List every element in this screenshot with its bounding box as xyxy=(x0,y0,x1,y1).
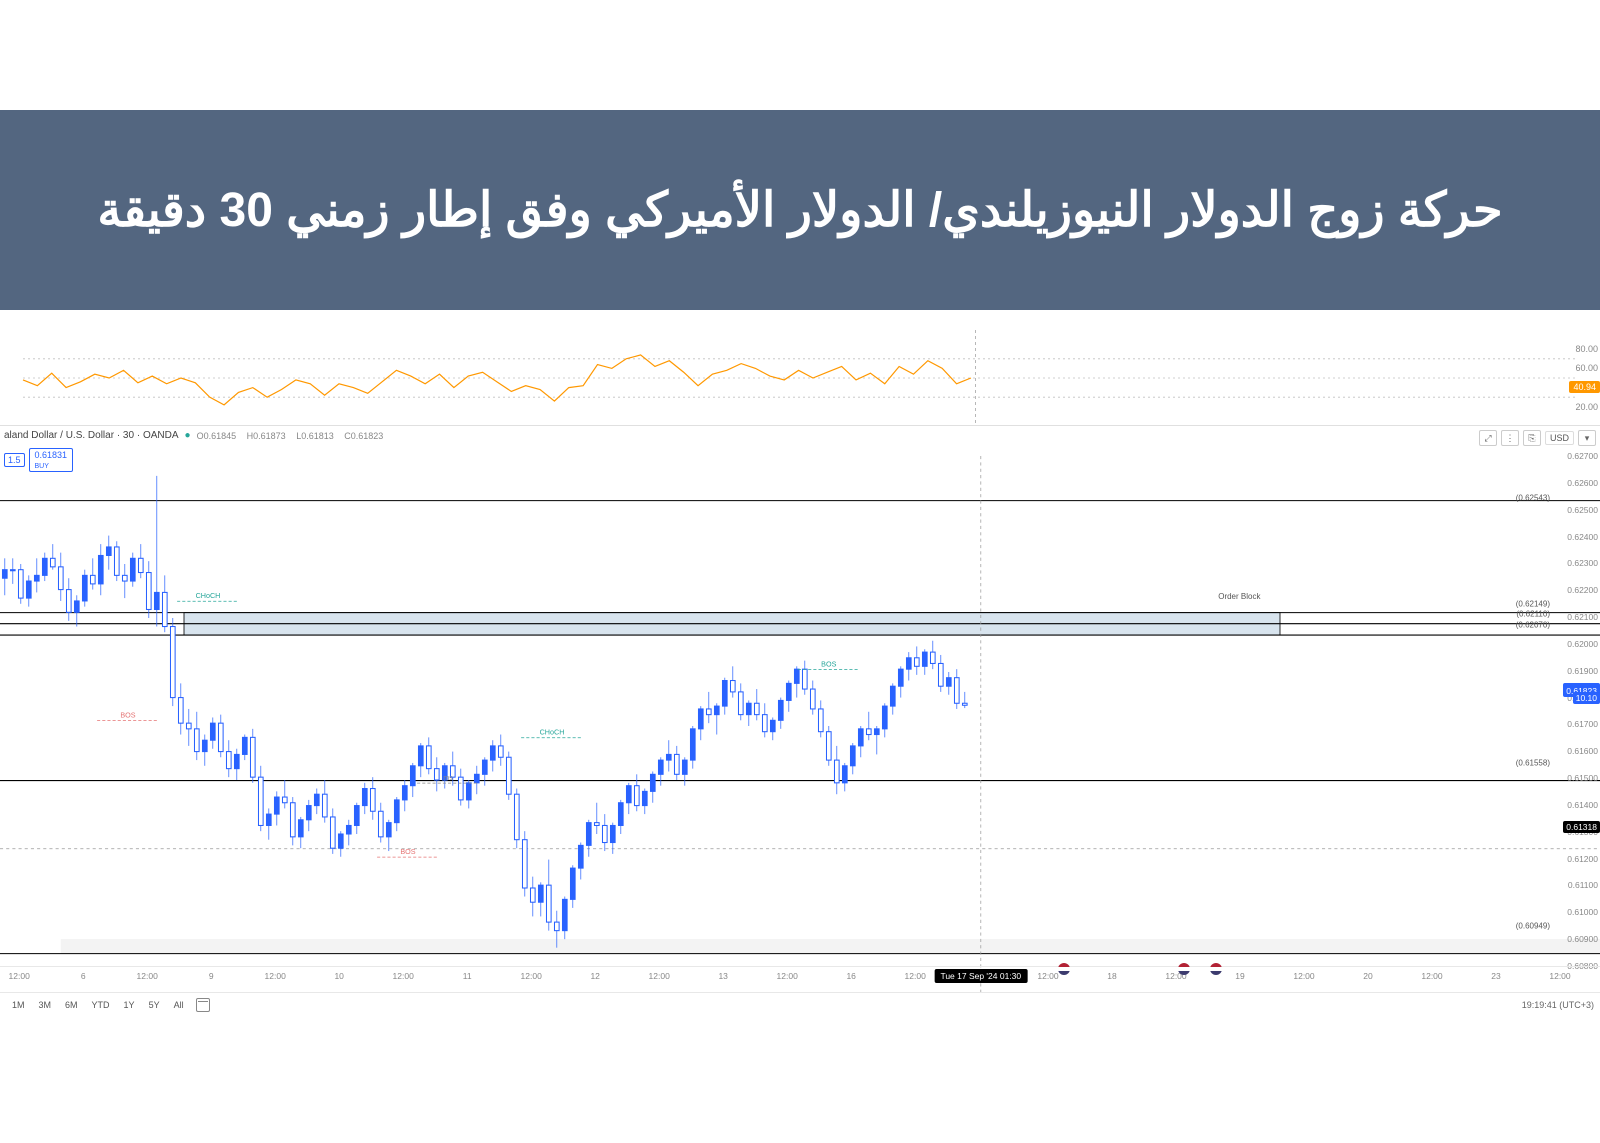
y-tick: 0.61100 xyxy=(1568,880,1598,890)
x-tick: 6 xyxy=(81,971,86,981)
rsi-tick: 80.00 xyxy=(1575,344,1598,354)
y-tick: 0.61400 xyxy=(1567,800,1598,810)
order-block-label: Order Block xyxy=(1218,592,1260,601)
svg-text:CHoCH: CHoCH xyxy=(540,727,565,736)
x-tick: 20 xyxy=(1363,971,1372,981)
svg-text:BOS: BOS xyxy=(400,847,415,856)
y-tick: 0.61700 xyxy=(1567,719,1598,729)
settings-icon[interactable]: ⋮ xyxy=(1501,430,1519,446)
price-chart: BOS CHoCH BOS CHoCH ms BOS xyxy=(0,456,1600,996)
rsi-chart xyxy=(0,330,1600,426)
hline-label: (0.61558) xyxy=(1516,758,1550,767)
title-banner: حركة زوج الدولار النيوزيلندي/ الدولار ال… xyxy=(0,110,1600,310)
x-tick: 12:00 xyxy=(265,971,286,981)
event-flag-icon[interactable] xyxy=(1058,963,1070,975)
x-tick: 12:00 xyxy=(9,971,30,981)
price-badge: 10.10 xyxy=(1573,692,1600,704)
x-tick: 12:00 xyxy=(905,971,926,981)
currency-selector[interactable]: USD xyxy=(1545,431,1574,445)
x-tick: 12:00 xyxy=(1037,971,1058,981)
x-tick: 11 xyxy=(463,971,472,981)
event-flag-icon[interactable] xyxy=(1210,963,1222,975)
chevron-down-icon[interactable]: ▾ xyxy=(1578,430,1596,446)
x-tick: 12:00 xyxy=(393,971,414,981)
event-flag-icon[interactable] xyxy=(1178,963,1190,975)
x-tick: 12 xyxy=(590,971,599,981)
symbol-status-dot: ● xyxy=(185,430,191,441)
y-tick: 0.62200 xyxy=(1567,585,1598,595)
y-tick: 0.62700 xyxy=(1567,451,1598,461)
clock: 19:19:41 (UTC+3) xyxy=(1522,1000,1594,1010)
svg-text:BOS: BOS xyxy=(821,659,836,668)
y-axis: 0.608000.609000.610000.611000.612000.613… xyxy=(1554,456,1600,966)
ohlc-readout: O0.61845 H0.61873 L0.61813 C0.61823 xyxy=(197,431,392,441)
x-tick: 12:00 xyxy=(649,971,670,981)
rsi-panel[interactable]: 20.0040.0060.0080.0040.94 xyxy=(0,330,1600,426)
y-tick: 0.61600 xyxy=(1567,746,1598,756)
hline-label: (0.60949) xyxy=(1516,922,1550,931)
calendar-icon[interactable] xyxy=(196,998,210,1012)
timeframe-5y[interactable]: 5Y xyxy=(143,998,166,1012)
hline-label: (0.62110) xyxy=(1516,610,1550,619)
y-tick: 0.60900 xyxy=(1567,934,1598,944)
rsi-tick: 60.00 xyxy=(1575,363,1598,373)
x-tick: 12:00 xyxy=(521,971,542,981)
x-tick: 12:00 xyxy=(1549,971,1570,981)
y-tick: 0.62300 xyxy=(1567,558,1598,568)
chart-area: 20.0040.0060.0080.0040.94 aland Dollar /… xyxy=(0,330,1600,1023)
price-toolbar: ⤢ ⋮ ⎘ USD ▾ xyxy=(1479,430,1596,446)
timeframe-6m[interactable]: 6M xyxy=(59,998,84,1012)
symbol-header: aland Dollar / U.S. Dollar · 30 · OANDA … xyxy=(4,430,391,441)
y-tick: 0.62400 xyxy=(1567,532,1598,542)
x-tick: 18 xyxy=(1107,971,1116,981)
x-tick: 12:00 xyxy=(137,971,158,981)
x-tick: 16 xyxy=(846,971,855,981)
rsi-tick: 20.00 xyxy=(1575,402,1598,412)
y-tick: 0.61900 xyxy=(1567,666,1598,676)
y-tick: 0.62500 xyxy=(1567,505,1598,515)
x-tick: 19 xyxy=(1235,971,1244,981)
svg-text:BOS: BOS xyxy=(120,710,135,719)
hline-label: (0.62070) xyxy=(1516,621,1550,630)
x-tick: 12:00 xyxy=(1293,971,1314,981)
x-tick: 13 xyxy=(718,971,727,981)
timeframe-1m[interactable]: 1M xyxy=(6,998,31,1012)
camera-icon[interactable]: ⎘ xyxy=(1523,430,1541,446)
x-tick: 12:00 xyxy=(1421,971,1442,981)
x-axis: 12:00 6 12:00 9 12:00 10 12:00 11 12:00 12 12:00 13… xyxy=(0,966,1600,992)
y-tick: 0.62000 xyxy=(1567,639,1598,649)
x-cursor-label: Tue 17 Sep '24 01:30 xyxy=(934,969,1027,983)
x-tick: 9 xyxy=(209,971,214,981)
cursor-price-badge: 0.61318 xyxy=(1563,821,1600,833)
timeframe-1y[interactable]: 1Y xyxy=(118,998,141,1012)
y-tick: 0.61500 xyxy=(1567,773,1598,783)
fullscreen-icon[interactable]: ⤢ xyxy=(1479,430,1497,446)
hline-label: (0.62543) xyxy=(1516,494,1550,503)
page-title: حركة زوج الدولار النيوزيلندي/ الدولار ال… xyxy=(97,182,1502,238)
y-tick: 0.62600 xyxy=(1567,478,1598,488)
y-tick: 0.61200 xyxy=(1567,854,1598,864)
y-tick: 0.61000 xyxy=(1567,907,1598,917)
timeframe-ytd[interactable]: YTD xyxy=(86,998,116,1012)
x-tick: 12:00 xyxy=(777,971,798,981)
rsi-current-badge: 40.94 xyxy=(1569,381,1600,393)
y-tick: 0.62100 xyxy=(1567,612,1598,622)
svg-text:CHoCH: CHoCH xyxy=(196,591,221,600)
timeframe-all[interactable]: All xyxy=(168,998,190,1012)
timeframe-bar: 1M3M6MYTD1Y5YAll 19:19:41 (UTC+3) xyxy=(0,992,1600,1016)
x-tick: 10 xyxy=(334,971,343,981)
symbol-name: aland Dollar / U.S. Dollar · 30 · OANDA xyxy=(4,430,179,441)
hline-label: (0.62149) xyxy=(1516,599,1550,608)
x-tick: 23 xyxy=(1491,971,1500,981)
timeframe-3m[interactable]: 3M xyxy=(33,998,58,1012)
svg-text:ms: ms xyxy=(443,773,453,782)
price-panel[interactable]: aland Dollar / U.S. Dollar · 30 · OANDA … xyxy=(0,426,1600,966)
